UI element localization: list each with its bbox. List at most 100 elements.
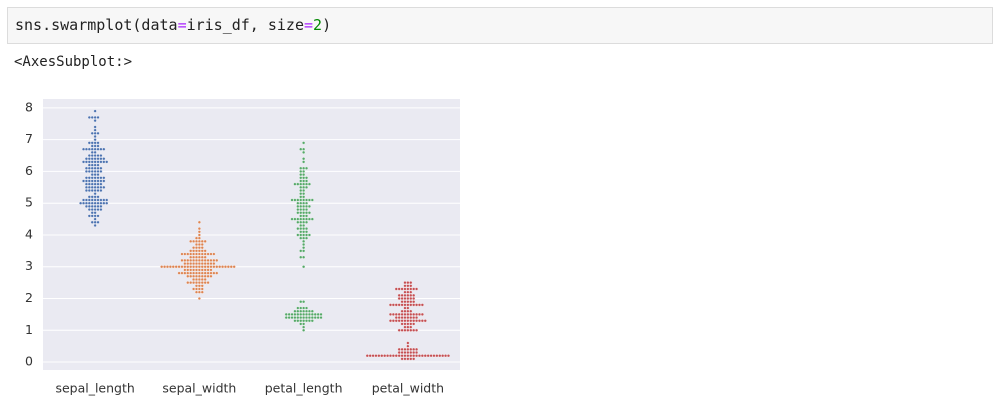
swarm-point	[397, 351, 401, 355]
swarm-point	[93, 182, 97, 186]
swarm-point	[200, 290, 204, 294]
swarm-point	[96, 154, 100, 158]
swarm-point	[302, 236, 306, 240]
swarm-point	[412, 347, 416, 351]
swarm-point	[194, 262, 198, 266]
swarm-point	[87, 201, 91, 205]
swarm-point	[287, 316, 291, 320]
swarm-point	[432, 354, 436, 358]
swarm-point	[412, 354, 416, 358]
swarm-point	[192, 249, 196, 253]
swarm-point	[197, 262, 201, 266]
swarm-point	[93, 141, 97, 145]
swarm-point	[93, 109, 97, 113]
swarm-point	[232, 265, 236, 269]
swarm-point	[409, 284, 413, 288]
swarm-point	[90, 115, 94, 119]
swarm-point	[168, 265, 172, 269]
swarm-point	[93, 220, 97, 224]
swarm-point	[397, 293, 401, 297]
swarm-point	[299, 169, 303, 173]
swarm-point	[99, 204, 103, 208]
swarm-point	[284, 316, 288, 320]
swarm-point	[406, 341, 410, 345]
swarm-point	[415, 303, 419, 307]
swarm-point	[84, 185, 88, 189]
swarm-point	[394, 316, 398, 320]
swarm-point	[93, 119, 97, 123]
swarm-point	[197, 243, 201, 247]
swarm-point	[403, 357, 407, 361]
swarm-point	[409, 328, 413, 332]
swarm-point	[90, 141, 94, 145]
y-tick-label: 2	[25, 290, 33, 305]
code-token: iris_df, size	[186, 16, 304, 34]
swarm-point	[90, 173, 94, 177]
swarm-point	[403, 322, 407, 326]
swarm-point	[194, 271, 198, 275]
swarm-point	[194, 258, 198, 262]
swarm-point	[90, 163, 94, 167]
y-tick-label: 3	[25, 258, 33, 273]
swarm-point	[87, 154, 91, 158]
swarm-point	[307, 309, 311, 313]
swarm-point	[186, 258, 190, 262]
swarm-point	[96, 147, 100, 151]
swarm-point	[192, 277, 196, 281]
swarm-point	[206, 258, 210, 262]
swarm-point	[192, 252, 196, 256]
swarm-point	[391, 303, 395, 307]
swarm-point	[296, 182, 300, 186]
swarm-point	[302, 316, 306, 320]
swarm-point	[105, 198, 109, 202]
swarm-point	[194, 284, 198, 288]
swarm-point	[417, 319, 421, 323]
swarm-point	[316, 316, 320, 320]
swarm-point	[409, 300, 413, 304]
y-tick-label: 8	[25, 99, 33, 114]
swarm-point	[406, 300, 410, 304]
swarm-point	[284, 312, 288, 316]
swarm-point	[397, 347, 401, 351]
swarm-point	[96, 220, 100, 224]
swarm-point	[194, 252, 198, 256]
swarm-point	[96, 201, 100, 205]
swarm-point	[397, 319, 401, 323]
swarm-point	[403, 328, 407, 332]
swarm-point	[397, 316, 401, 320]
swarm-point	[96, 204, 100, 208]
swarm-point	[406, 287, 410, 291]
swarm-point	[194, 268, 198, 272]
swarm-point	[84, 182, 88, 186]
swarm-point	[406, 325, 410, 329]
swarm-point	[302, 243, 306, 247]
swarm-point	[305, 182, 309, 186]
swarm-point	[183, 271, 187, 275]
code-cell[interactable]: sns.swarmplot(data=iris_df, size=2)	[7, 7, 993, 44]
swarm-point	[197, 284, 201, 288]
swarm-point	[412, 303, 416, 307]
swarm-point	[391, 354, 395, 358]
swarm-point	[287, 312, 291, 316]
swarm-point	[87, 198, 91, 202]
swarm-point	[302, 208, 306, 212]
swarm-point	[87, 204, 91, 208]
swarm-point	[415, 351, 419, 355]
swarm-point	[200, 262, 204, 266]
swarm-point	[90, 185, 94, 189]
swarm-point	[105, 201, 109, 205]
swarm-point	[96, 144, 100, 148]
swarm-point	[409, 290, 413, 294]
swarm-point	[197, 274, 201, 278]
swarm-point	[200, 246, 204, 250]
swarm-point	[87, 182, 91, 186]
swarm-point	[397, 312, 401, 316]
swarm-point	[302, 300, 306, 304]
swarm-point	[397, 297, 401, 301]
swarm-point	[105, 160, 109, 164]
swarm-point	[194, 246, 198, 250]
swarm-point	[194, 277, 198, 281]
swarm-point	[296, 211, 300, 215]
swarm-point	[412, 297, 416, 301]
swarm-point	[197, 297, 201, 301]
